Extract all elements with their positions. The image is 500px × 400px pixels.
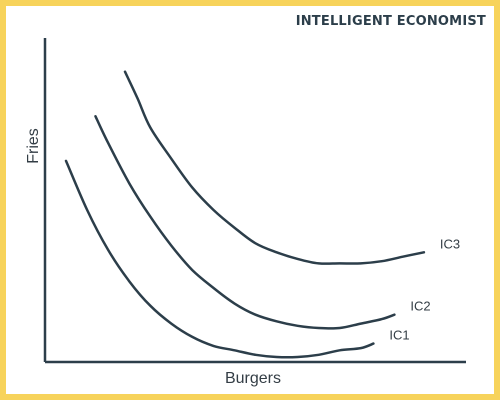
- curve-ic1: [64, 159, 375, 359]
- curve-ic3: [123, 70, 426, 265]
- curve-label-ic2: IC2: [410, 299, 430, 314]
- x-axis-title: Burgers: [225, 370, 281, 387]
- y-axis-title: Fries: [25, 128, 42, 164]
- brand-logo: INTELLIGENT ECONOMIST: [295, 14, 486, 29]
- curve-ic2: [94, 115, 396, 330]
- curve-label-ic1: IC1: [389, 328, 409, 343]
- curve-label-ic3: IC3: [440, 236, 460, 251]
